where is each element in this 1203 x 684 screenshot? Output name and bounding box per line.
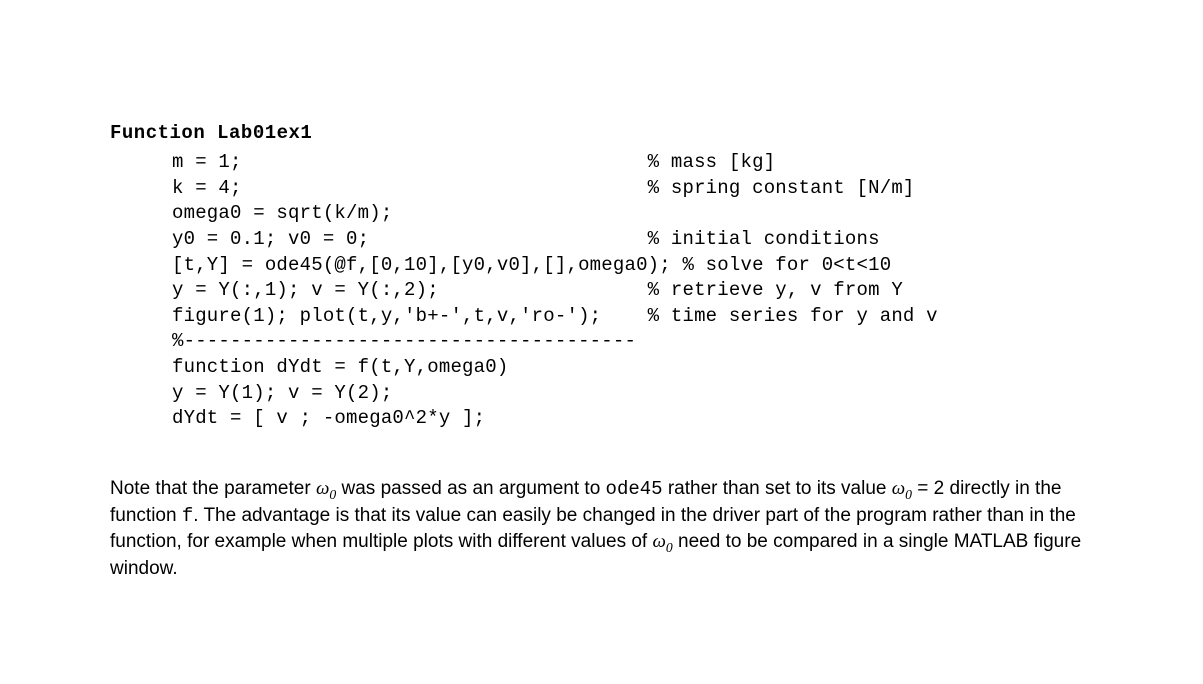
explain-mid1: was passed as an argument to [336,478,605,499]
explanation-paragraph: Note that the parameter ω0 was passed as… [110,476,1093,582]
code-listing: m = 1; % mass [kg] k = 4; % spring const… [172,150,1093,432]
page: Function Lab01ex1 m = 1; % mass [kg] k =… [0,0,1203,582]
function-header: Function Lab01ex1 [110,122,1093,144]
omega-symbol-1: ω0 [316,478,336,499]
omega-symbol-2: ω0 [892,478,912,499]
omega-symbol-3: ω0 [653,531,673,552]
ode45-inline: ode45 [606,478,663,500]
explain-mid2: rather than set to its value [663,478,892,499]
explain-pre1: Note that the parameter [110,478,316,499]
f-inline: f [182,505,193,527]
